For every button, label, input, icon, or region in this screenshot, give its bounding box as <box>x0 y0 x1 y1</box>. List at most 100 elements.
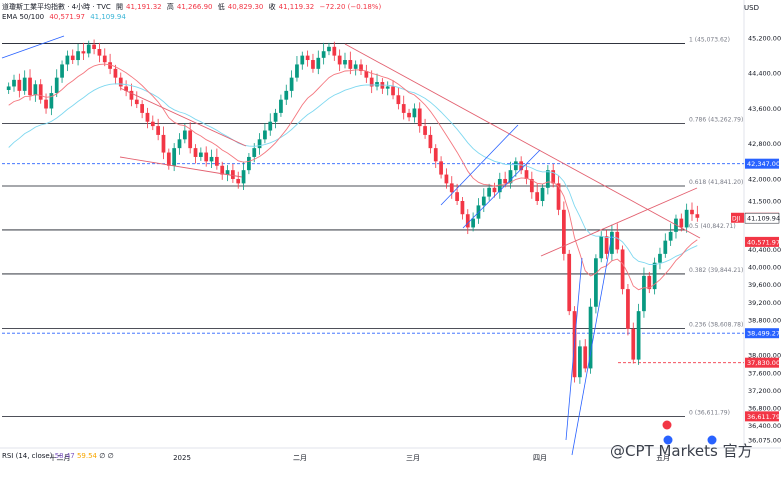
price-tick-label: 38,000.00 <box>748 352 781 360</box>
candle-body <box>172 148 177 166</box>
ema100-value: 41,109.94 <box>90 13 126 21</box>
recovery-line-inner <box>565 257 583 441</box>
event-icon <box>662 420 672 430</box>
candle-body <box>134 99 139 105</box>
rsi-label: RSI (14, close) <box>2 452 53 460</box>
candle-body <box>182 130 187 140</box>
candle-body <box>396 95 401 105</box>
fib-level-label: 0 (36,611.79) <box>689 409 730 416</box>
candle-body <box>321 51 326 58</box>
fib-level-label: 0.618 (41,841.20) <box>689 179 743 186</box>
candle-body <box>231 170 235 179</box>
candle-body <box>583 346 588 369</box>
candle-body <box>439 161 443 175</box>
symbol-tag-label: DJI <box>732 215 740 222</box>
price-tag-box <box>745 158 779 169</box>
candle-body <box>588 306 593 369</box>
fib-level-label: 0.5 (40,842.71) <box>689 223 736 230</box>
candle-body <box>332 46 337 56</box>
candle-body <box>375 82 379 87</box>
rsi-value-1: 58.47 <box>54 452 75 460</box>
price-tick-label: 42,800.00 <box>748 140 781 148</box>
symbol-name[interactable]: 道瓊斯工業平均指數 · 4小時 · TVC <box>2 3 111 11</box>
price-tag-label: 36,611.79 <box>747 413 780 421</box>
candle-body <box>679 218 684 228</box>
event-icon <box>663 435 673 445</box>
price-tag-label: 42,347.00 <box>747 160 780 168</box>
candle-body <box>684 209 689 228</box>
downtrend-line <box>344 43 701 239</box>
currency-label: USD <box>744 4 759 12</box>
low-label: 低 <box>217 3 225 11</box>
time-axis-label: 五月 <box>656 454 670 462</box>
price-tag-label: 41,109.94 <box>747 215 780 223</box>
candle-body <box>407 112 411 118</box>
price-tick-label: 42,000.00 <box>748 175 781 183</box>
candle-body <box>337 55 342 65</box>
candle-body <box>391 86 395 96</box>
candle-body <box>497 178 502 193</box>
candle-body <box>76 51 80 61</box>
candle-body <box>578 346 582 378</box>
candle-body <box>604 236 609 254</box>
candle-body <box>188 130 193 149</box>
candle-body <box>599 236 604 259</box>
wedge-lower-line <box>119 156 243 178</box>
candle-body <box>220 165 225 175</box>
candle-body <box>513 161 518 171</box>
price-tag-box <box>745 357 779 368</box>
candle-body <box>166 152 171 166</box>
candle-body <box>567 253 572 312</box>
candle-body <box>28 77 32 96</box>
candle-body <box>198 152 203 157</box>
candle-body <box>86 44 91 54</box>
price-tag-box <box>745 328 779 339</box>
candle-body <box>215 156 219 166</box>
candle-body <box>44 99 48 109</box>
candle-body <box>140 104 144 113</box>
candle-body <box>535 192 540 202</box>
candle-body <box>305 55 310 61</box>
candle-body <box>17 79 22 91</box>
candle-body <box>70 55 75 61</box>
price-tick-label: 39,200.00 <box>748 299 781 307</box>
candle-body <box>177 139 182 149</box>
price-tick-label: 36,400.00 <box>748 422 781 430</box>
candle-body <box>690 209 694 215</box>
ema-legend[interactable]: EMA 50/100 40,571.97 41,109.94 <box>2 13 129 21</box>
price-tick-label: 36,075.00 <box>748 437 781 445</box>
fib-level-label: 0.236 (38,608.78) <box>689 321 743 328</box>
candle-body <box>118 77 123 87</box>
candle-body <box>663 240 668 254</box>
symbol-tag-box <box>731 212 744 223</box>
candle-body <box>124 86 128 91</box>
candle-body <box>145 112 150 122</box>
time-axis-label: 2025 <box>173 454 191 462</box>
candle-body <box>81 51 86 54</box>
candle-body <box>257 139 262 149</box>
fib-level-label: 1 (45,073.62) <box>689 37 730 44</box>
candle-body <box>300 55 305 65</box>
candle-body <box>455 192 459 202</box>
candle-body <box>428 134 433 149</box>
candle-body <box>204 152 209 162</box>
price-tag-box <box>745 236 779 247</box>
time-axis-label: 四月 <box>533 454 547 462</box>
candle-body <box>225 170 230 175</box>
candle-body <box>247 156 251 171</box>
price-tick-label: 45,200.00 <box>748 35 781 43</box>
close-label: 收 <box>268 3 276 11</box>
candle-body <box>92 44 96 50</box>
candle-body <box>113 68 118 78</box>
event-icon <box>707 435 717 445</box>
price-tick-label: 37,600.00 <box>748 369 781 377</box>
candle-body <box>562 209 566 254</box>
candle-body <box>449 183 454 193</box>
candle-body <box>519 161 524 171</box>
open-value: 41,191.32 <box>126 3 162 11</box>
rsi-legend[interactable]: RSI (14, close) 58.47 59.54 ∅ ∅ <box>2 452 114 460</box>
high-value: 41,266.90 <box>176 3 213 11</box>
candle-body <box>263 130 267 140</box>
